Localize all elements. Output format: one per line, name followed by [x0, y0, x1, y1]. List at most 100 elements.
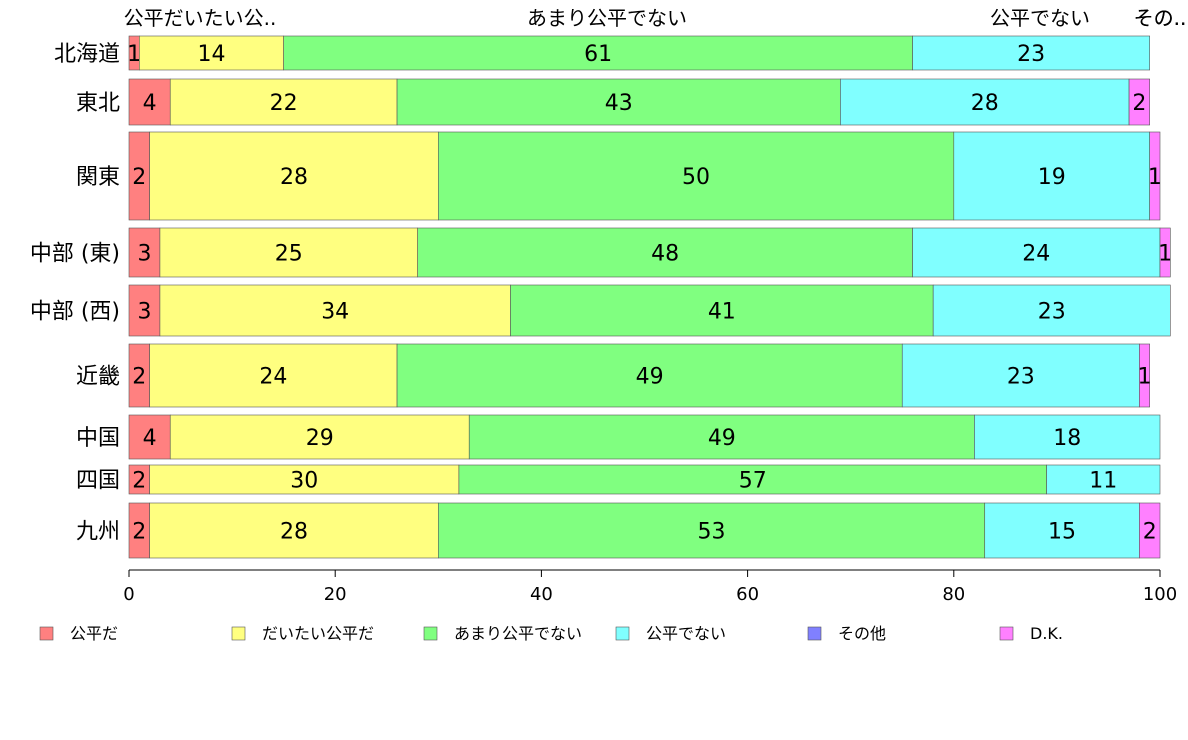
- bar-segment: [149, 464, 460, 495]
- bar-segment: [840, 78, 1130, 126]
- data-label: 23: [1017, 42, 1045, 67]
- data-label: 28: [971, 91, 999, 116]
- data-label: 23: [1038, 300, 1066, 325]
- data-label: 22: [270, 91, 298, 116]
- bar-segment: [149, 131, 439, 221]
- data-label: 48: [651, 242, 679, 267]
- bar-segment: [1046, 464, 1161, 495]
- bar-segment: [128, 227, 161, 278]
- data-label: 4: [143, 91, 157, 116]
- legend-label: あまり公平でない: [454, 624, 582, 643]
- data-label: 1: [1138, 365, 1152, 390]
- legend-swatch: [615, 626, 630, 641]
- bar-segment: [169, 78, 398, 126]
- data-label: 2: [1132, 91, 1146, 116]
- data-label: 1: [127, 42, 141, 67]
- bar-segment: [139, 35, 284, 71]
- data-label: 30: [290, 469, 318, 494]
- bar-segment: [1139, 343, 1150, 408]
- data-label: 28: [280, 520, 308, 545]
- legend-label: だいたい公平だ: [262, 624, 374, 643]
- bar-segment: [1149, 131, 1161, 221]
- data-label: 49: [708, 426, 736, 451]
- bar-segment: [169, 414, 470, 460]
- bar-segment: [1128, 78, 1150, 126]
- series-top-label: 公平だいたい公..: [124, 6, 277, 30]
- category-label: 東北: [76, 91, 120, 116]
- data-label: 43: [605, 91, 633, 116]
- series-top-label: その..: [1134, 6, 1187, 30]
- bar-segment: [128, 78, 171, 126]
- data-label: 2: [132, 365, 146, 390]
- bar-segment: [912, 35, 1150, 71]
- legend-swatch: [999, 626, 1014, 641]
- data-label: 3: [137, 300, 151, 325]
- data-label: 24: [259, 365, 287, 390]
- data-label: 11: [1089, 469, 1117, 494]
- x-tick-label: 40: [530, 584, 553, 605]
- data-label: 34: [321, 300, 349, 325]
- legend-label: D.K.: [1030, 624, 1063, 643]
- bar-segment: [437, 502, 986, 559]
- data-label: 50: [682, 165, 710, 190]
- bar-segment: [912, 227, 1161, 278]
- bar-segment: [1159, 227, 1171, 278]
- data-label: 28: [280, 165, 308, 190]
- legend-label: 公平でない: [646, 624, 726, 643]
- data-label: 49: [636, 365, 664, 390]
- category-label: 近畿: [76, 365, 120, 390]
- legend-label: その他: [838, 624, 886, 643]
- series-top-label: あまり公平でない: [527, 6, 687, 30]
- category-label: 北海道: [54, 42, 120, 67]
- x-tick-label: 100: [1143, 584, 1177, 605]
- data-label: 1: [1148, 165, 1162, 190]
- data-label: 14: [197, 42, 225, 67]
- data-label: 25: [275, 242, 303, 267]
- category-label: 四国: [76, 469, 120, 494]
- bar-segment: [953, 131, 1150, 221]
- bar-segment: [1139, 502, 1161, 559]
- legend-swatch: [807, 626, 822, 641]
- category-label: 関東: [76, 165, 120, 190]
- data-label: 3: [137, 242, 151, 267]
- data-label: 2: [1143, 520, 1157, 545]
- bar-segment: [417, 227, 913, 278]
- legend-swatch: [231, 626, 246, 641]
- bar-segment: [974, 414, 1161, 460]
- data-label: 19: [1038, 165, 1066, 190]
- x-tick-label: 80: [942, 584, 965, 605]
- legend-swatch: [423, 626, 438, 641]
- x-tick-label: 20: [324, 584, 347, 605]
- legend-label: 公平だ: [70, 624, 118, 643]
- data-label: 41: [708, 300, 736, 325]
- bar-segment: [149, 343, 398, 408]
- data-label: 57: [739, 469, 767, 494]
- data-label: 15: [1048, 520, 1076, 545]
- bar-segment: [396, 343, 903, 408]
- data-label: 18: [1053, 426, 1081, 451]
- series-top-label: その..: [1134, 6, 1187, 30]
- category-label: 中部 (西): [30, 300, 120, 325]
- x-tick-label: 60: [736, 584, 759, 605]
- bar-segment: [437, 131, 955, 221]
- data-label: 1: [1158, 242, 1172, 267]
- bar-segment: [510, 284, 934, 337]
- bar-segment: [468, 414, 975, 460]
- data-label: 24: [1022, 242, 1050, 267]
- bar-segment: [984, 502, 1140, 559]
- data-label: 4: [143, 426, 157, 451]
- bar-segment: [159, 284, 511, 337]
- data-label: 2: [132, 165, 146, 190]
- category-label: 九州: [76, 520, 120, 545]
- legend-swatch: [39, 626, 54, 641]
- data-label: 61: [584, 42, 612, 67]
- data-label: 29: [306, 426, 334, 451]
- category-label: 中部 (東): [30, 242, 120, 267]
- bar-segment: [901, 343, 1140, 408]
- x-tick-label: 0: [123, 584, 134, 605]
- bar-segment: [149, 502, 439, 559]
- data-label: 53: [698, 520, 726, 545]
- data-label: 2: [132, 520, 146, 545]
- data-label: 2: [132, 469, 146, 494]
